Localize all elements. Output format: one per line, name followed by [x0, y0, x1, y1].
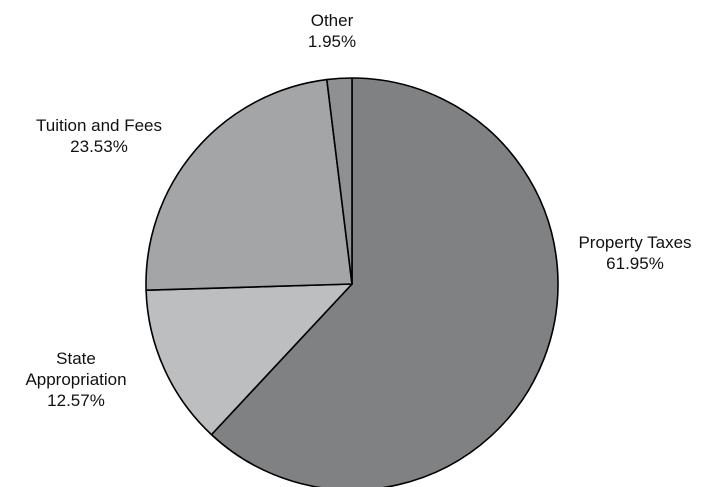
pie-labels: Property Taxes 61.95% State Appropriation 12…: [25, 11, 691, 410]
slice-label-property-taxes: Property Taxes 61.95%: [578, 233, 691, 273]
slice-value-label: 12.57%: [47, 391, 105, 410]
slice-name-label: Other: [311, 11, 354, 30]
slice-name-label: Property Taxes: [578, 233, 691, 252]
slice-label-other: Other 1.95%: [308, 11, 356, 51]
slice-value-label: 1.95%: [308, 32, 356, 51]
pie-slices: [145, 77, 559, 487]
slice-name-label: Tuition and Fees: [36, 116, 162, 135]
pie-slice-tuition-and-fees: [145, 78, 353, 292]
slice-name-label: State: [56, 349, 96, 368]
slice-value-label: 61.95%: [606, 254, 664, 273]
slice-name-label: Appropriation: [25, 370, 126, 389]
pie-slice-state-appropriation: [145, 283, 353, 436]
slice-label-tuition-and-fees: Tuition and Fees 23.53%: [36, 116, 162, 156]
slice-value-label: 23.53%: [70, 137, 128, 156]
slice-label-state-appropriation: State Appropriation 12.57%: [25, 349, 126, 410]
pie-slice-other: [326, 77, 353, 285]
